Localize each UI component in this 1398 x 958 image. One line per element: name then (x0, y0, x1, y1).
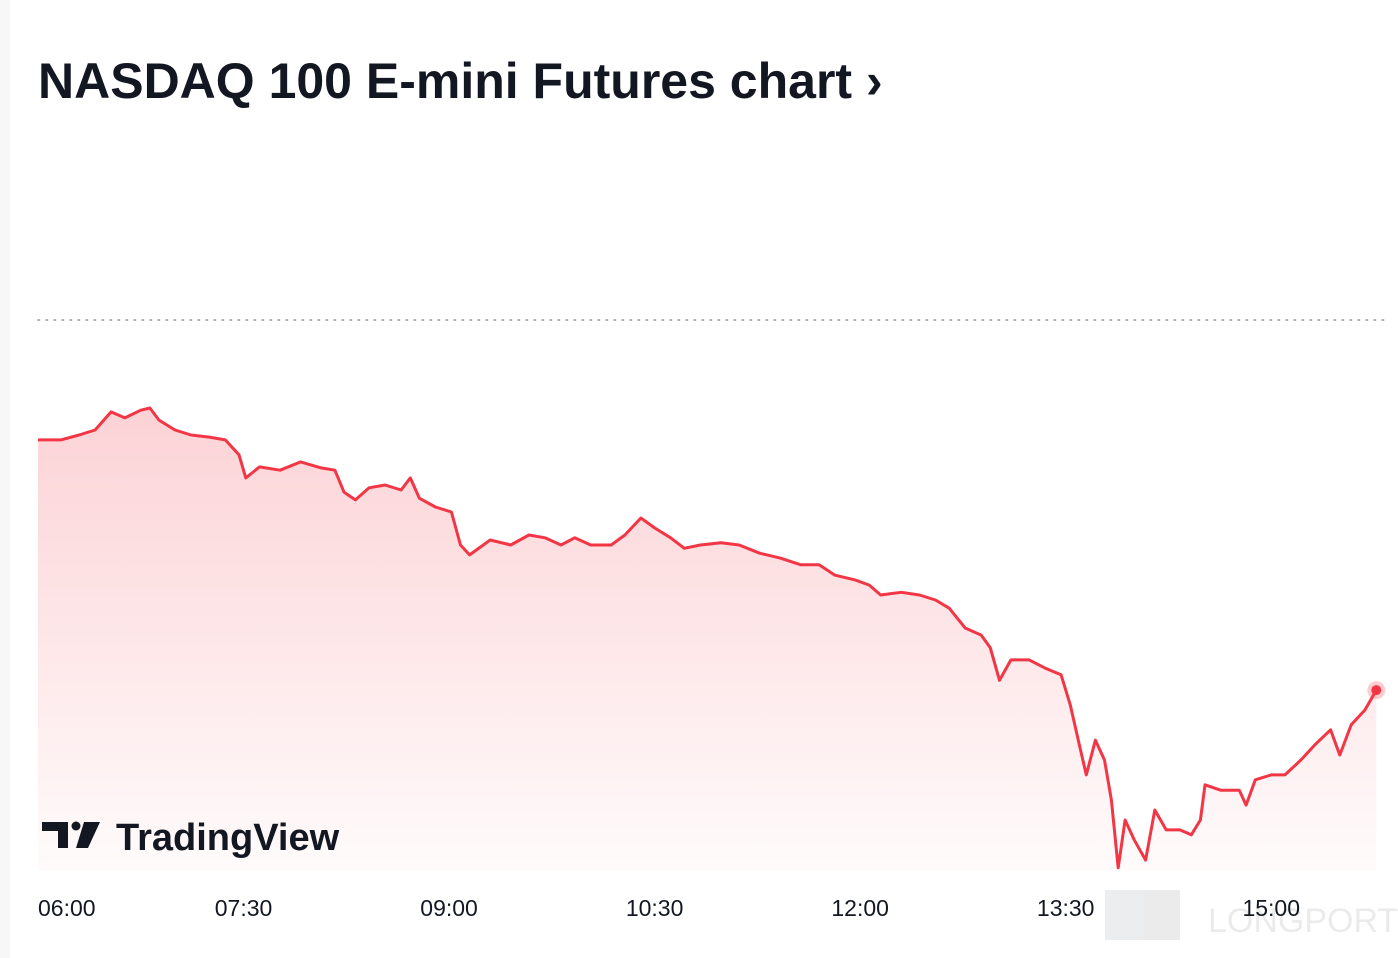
plot-area (37, 319, 1391, 870)
price-line (38, 406, 1378, 870)
tradingview-logo: TradingView (42, 817, 340, 859)
footer-watermark: LONGPORT (1208, 902, 1398, 940)
x-tick-label: 06:00 (38, 895, 96, 921)
area-fill (38, 408, 1377, 870)
x-tick-label: 13:30 (1037, 895, 1095, 921)
x-tick-label: 07:30 (215, 895, 273, 921)
x-tick-label: 15:00 (1242, 895, 1300, 921)
x-tick-label: 09:00 (420, 895, 478, 921)
chart-title[interactable]: NASDAQ 100 E-mini Futures chart › (38, 53, 883, 109)
x-tick-label: 10:30 (626, 895, 684, 921)
longport-watermark: LONGPORT (1105, 890, 1398, 940)
last-point (1371, 685, 1382, 696)
side-strip (0, 0, 10, 958)
watermark: TradingView (116, 817, 340, 859)
x-tick-label: 12:00 (831, 895, 889, 921)
